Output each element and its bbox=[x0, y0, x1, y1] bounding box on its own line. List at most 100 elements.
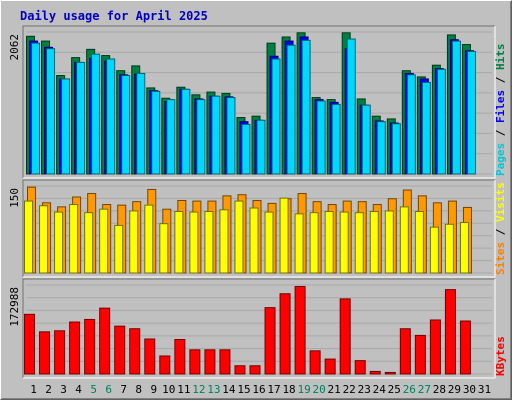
bar-pages bbox=[406, 74, 416, 175]
legend-separator: / bbox=[494, 123, 507, 143]
bar-sites bbox=[24, 200, 34, 274]
bar-pages bbox=[466, 50, 476, 175]
bar-kbytes bbox=[324, 358, 336, 375]
bar-sites bbox=[414, 211, 424, 274]
x-tick-label: 30 bbox=[463, 383, 476, 396]
bar-pages bbox=[61, 78, 71, 175]
max-label: 172988 bbox=[8, 287, 21, 327]
bar-kbytes bbox=[264, 307, 276, 375]
series-kbytes bbox=[24, 286, 471, 375]
bar-kbytes bbox=[399, 328, 411, 375]
bar-sites bbox=[99, 208, 109, 274]
bar-pages bbox=[91, 53, 101, 175]
bar-pages bbox=[241, 123, 251, 175]
x-tick-label: 5 bbox=[90, 383, 97, 396]
bar-sites bbox=[279, 197, 289, 274]
bar-kbytes bbox=[444, 289, 456, 375]
bar-sites bbox=[189, 211, 199, 274]
bar-pages bbox=[106, 58, 116, 175]
bar-kbytes bbox=[174, 339, 186, 375]
bar-pages bbox=[256, 119, 266, 175]
x-tick-label: 4 bbox=[75, 383, 82, 396]
bar-pages bbox=[361, 104, 371, 175]
bar-sites bbox=[174, 211, 184, 274]
bar-kbytes bbox=[279, 293, 291, 375]
bar-sites bbox=[39, 205, 49, 274]
bar-pages bbox=[391, 123, 401, 175]
bar-pages bbox=[31, 42, 41, 175]
legend-separator: / bbox=[494, 70, 507, 90]
x-tick-label: 3 bbox=[60, 383, 67, 396]
bar-kbytes bbox=[354, 360, 366, 375]
bar-sites bbox=[264, 211, 274, 274]
bar-sites bbox=[399, 206, 409, 274]
legend-files: Files bbox=[494, 90, 507, 123]
x-tick-label: 14 bbox=[222, 383, 236, 396]
bar-kbytes bbox=[249, 365, 261, 375]
x-tick-label: 25 bbox=[388, 383, 401, 396]
bar-kbytes bbox=[309, 350, 321, 375]
bar-pages bbox=[211, 95, 221, 175]
panel-hits: 2062 Pages / Files / Hits bbox=[8, 25, 507, 179]
bar-kbytes bbox=[24, 313, 36, 375]
legend-hits: Hits bbox=[494, 44, 507, 71]
max-label: 150 bbox=[8, 188, 21, 208]
bar-kbytes bbox=[39, 331, 51, 375]
x-tick-label: 2 bbox=[45, 383, 52, 396]
legend-sites: Sites bbox=[494, 242, 507, 275]
bar-sites bbox=[204, 211, 214, 274]
bar-sites bbox=[159, 223, 169, 274]
x-tick-label: 7 bbox=[120, 383, 127, 396]
x-tick-label: 15 bbox=[237, 383, 250, 396]
legend-separator: / bbox=[494, 222, 507, 242]
bar-kbytes bbox=[219, 349, 231, 375]
bar-sites bbox=[219, 209, 229, 274]
bar-kbytes bbox=[429, 319, 441, 375]
bar-kbytes bbox=[369, 370, 381, 375]
bar-pages bbox=[151, 90, 161, 175]
x-tick-label: 6 bbox=[105, 383, 112, 396]
panel-visits: 150 Sites / Visits bbox=[8, 179, 507, 278]
right-legend: KBytes bbox=[494, 336, 507, 376]
bar-kbytes bbox=[234, 365, 246, 375]
x-axis-labels: 1 2 3 4 5 6 7 8 9 10 11 12 13 14 15 16 17 18 19 20 21 22 23 24 2… bbox=[30, 383, 491, 396]
max-label: 2062 bbox=[8, 34, 21, 61]
x-tick-label: 19 bbox=[297, 383, 310, 396]
x-tick-label: 22 bbox=[343, 383, 356, 396]
right-legend: Pages / Files / Hits bbox=[494, 44, 507, 177]
x-tick-label: 11 bbox=[177, 383, 190, 396]
bar-sites bbox=[54, 211, 64, 274]
x-tick-label: 23 bbox=[358, 383, 371, 396]
bar-kbytes bbox=[204, 349, 216, 375]
bar-kbytes bbox=[144, 338, 156, 375]
bar-kbytes bbox=[384, 371, 396, 375]
bar-kbytes bbox=[54, 330, 66, 375]
x-tick-label: 29 bbox=[448, 383, 461, 396]
x-tick-label: 24 bbox=[373, 383, 387, 396]
series-sites bbox=[24, 197, 469, 274]
legend-kbytes: KBytes bbox=[494, 336, 507, 376]
bar-kbytes bbox=[459, 320, 471, 375]
bar-pages bbox=[436, 68, 446, 175]
x-tick-label: 8 bbox=[135, 383, 142, 396]
bar-sites bbox=[324, 211, 334, 274]
bar-kbytes bbox=[159, 355, 171, 375]
bar-sites bbox=[234, 200, 244, 274]
bar-sites bbox=[69, 204, 79, 274]
series-pages bbox=[31, 38, 476, 175]
bar-pages bbox=[316, 100, 326, 175]
bar-kbytes bbox=[339, 298, 351, 375]
bar-pages bbox=[76, 61, 86, 175]
bar-pages bbox=[331, 103, 341, 175]
legend-pages: Pages bbox=[494, 143, 507, 176]
bar-sites bbox=[384, 210, 394, 274]
x-tick-label: 20 bbox=[313, 383, 326, 396]
bar-pages bbox=[271, 58, 281, 175]
bar-pages bbox=[121, 75, 131, 175]
bar-pages bbox=[451, 40, 461, 175]
bar-pages bbox=[286, 44, 296, 175]
bar-kbytes bbox=[84, 318, 96, 375]
bar-pages bbox=[421, 81, 431, 175]
